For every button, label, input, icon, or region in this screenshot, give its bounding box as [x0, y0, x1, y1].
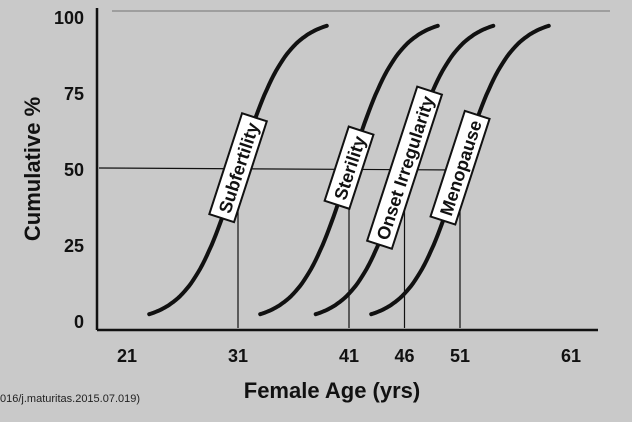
x-tick-label: 41: [339, 346, 359, 366]
x-tick-label: 46: [394, 346, 414, 366]
series-label-box: [323, 125, 375, 211]
y-tick-label: 25: [64, 236, 84, 256]
series-label-box: [429, 109, 491, 226]
y-tick-labels: 0 25 50 75 100: [54, 8, 84, 332]
x-tick-label: 51: [450, 346, 470, 366]
series-label-text: Onset Irregularity: [373, 94, 438, 243]
series-label-subfertility: Subfertility: [208, 112, 269, 224]
series-label-box: [365, 85, 444, 251]
y-tick-label: 0: [74, 312, 84, 332]
x-tick-labels: 21 31 41 46 51 61: [117, 346, 581, 366]
x-tick-label: 21: [117, 346, 137, 366]
series-label-sterility: Sterility: [323, 125, 375, 211]
citation-text: 016/j.maturitas.2015.07.019): [0, 393, 140, 405]
series-label-menopause: Menopause: [429, 109, 491, 226]
y-tick-label: 100: [54, 8, 84, 28]
x-tick-label: 31: [228, 346, 248, 366]
y-axis-title: Cumulative %: [20, 97, 45, 241]
series-label-box: [208, 112, 269, 224]
x-axis-title: Female Age (yrs): [244, 378, 420, 403]
x-tick-label: 61: [561, 346, 581, 366]
y-tick-label: 75: [64, 84, 84, 104]
y-tick-label: 50: [64, 160, 84, 180]
